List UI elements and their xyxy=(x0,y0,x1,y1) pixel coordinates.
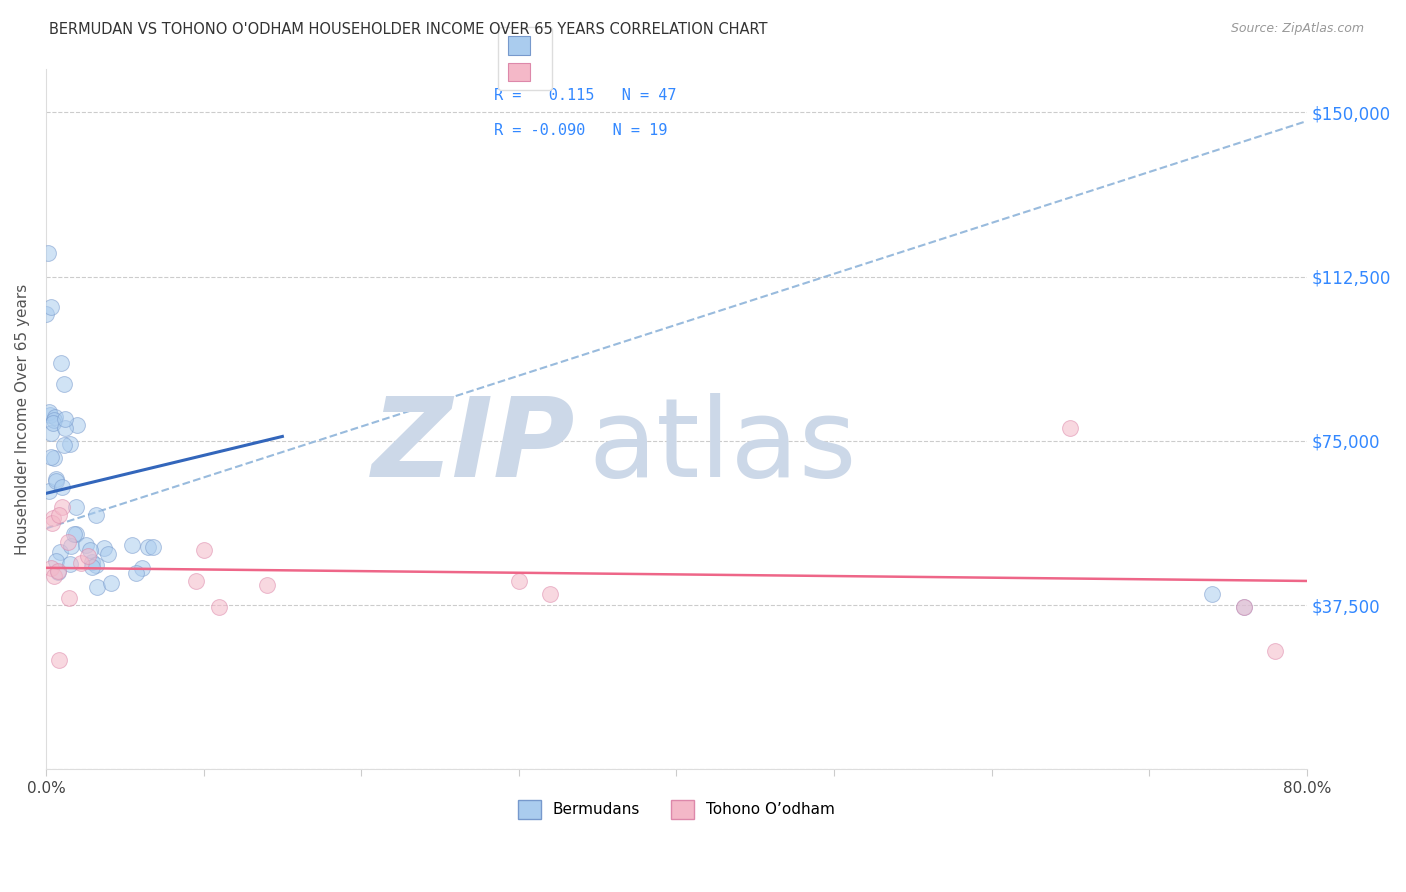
Point xyxy=(80,560,103,574)
Point xyxy=(1201,587,1223,601)
Point xyxy=(100,576,122,591)
Text: R = -0.090   N = 19: R = -0.090 N = 19 xyxy=(494,123,666,138)
Point xyxy=(66,417,89,432)
Point xyxy=(508,574,530,588)
Point xyxy=(38,483,60,498)
Point xyxy=(48,545,70,559)
Point xyxy=(44,409,66,424)
Point xyxy=(65,527,87,541)
Point xyxy=(53,412,76,426)
Point xyxy=(138,540,160,554)
Point xyxy=(41,450,63,465)
Point xyxy=(39,300,62,314)
Point xyxy=(56,535,79,549)
Point xyxy=(45,553,67,567)
Point xyxy=(1264,644,1286,658)
Point xyxy=(42,450,65,465)
Point xyxy=(42,416,65,430)
Point xyxy=(121,538,143,552)
Point xyxy=(86,580,108,594)
Point xyxy=(538,587,561,601)
Point xyxy=(77,549,100,563)
Point xyxy=(82,555,104,569)
Point xyxy=(45,475,67,489)
Legend: Bermudans, Tohono O’odham: Bermudans, Tohono O’odham xyxy=(512,794,841,825)
Point xyxy=(131,561,153,575)
Point xyxy=(97,547,120,561)
Point xyxy=(1059,420,1081,434)
Text: ZIP: ZIP xyxy=(373,393,575,500)
Point xyxy=(93,541,115,555)
Point xyxy=(65,500,87,514)
Point xyxy=(38,408,60,422)
Text: atlas: atlas xyxy=(588,393,856,500)
Point xyxy=(44,569,66,583)
Point xyxy=(70,556,93,570)
Point xyxy=(46,565,69,579)
Point xyxy=(51,500,73,514)
Point xyxy=(1233,600,1256,615)
Point xyxy=(84,558,107,572)
Y-axis label: Householder Income Over 65 years: Householder Income Over 65 years xyxy=(15,284,30,555)
Point xyxy=(51,480,73,494)
Point xyxy=(75,538,97,552)
Point xyxy=(256,578,278,592)
Point xyxy=(42,511,65,525)
Point xyxy=(38,404,60,418)
Point xyxy=(1233,600,1256,615)
Point xyxy=(62,527,84,541)
Point xyxy=(41,426,63,441)
Point xyxy=(84,508,107,523)
Text: Source: ZipAtlas.com: Source: ZipAtlas.com xyxy=(1230,22,1364,36)
Point xyxy=(142,540,165,554)
Point xyxy=(49,356,72,370)
Point xyxy=(125,566,148,581)
Point xyxy=(35,307,58,321)
Point xyxy=(48,508,70,523)
Point xyxy=(79,542,101,557)
Point xyxy=(46,564,69,578)
Text: BERMUDAN VS TOHONO O'ODHAM HOUSEHOLDER INCOME OVER 65 YEARS CORRELATION CHART: BERMUDAN VS TOHONO O'ODHAM HOUSEHOLDER I… xyxy=(49,22,768,37)
Point xyxy=(58,591,80,605)
Point xyxy=(45,472,67,486)
Point xyxy=(193,543,215,558)
Point xyxy=(184,574,207,588)
Point xyxy=(53,421,76,435)
Point xyxy=(42,413,65,427)
Point xyxy=(41,516,63,531)
Point xyxy=(208,600,231,615)
Point xyxy=(52,438,75,452)
Point xyxy=(59,437,82,451)
Point xyxy=(48,653,70,667)
Point xyxy=(59,557,82,571)
Point xyxy=(60,539,83,553)
Point xyxy=(53,376,76,391)
Point xyxy=(39,561,62,575)
Point xyxy=(37,245,59,260)
Text: R =   0.115   N = 47: R = 0.115 N = 47 xyxy=(494,88,676,103)
